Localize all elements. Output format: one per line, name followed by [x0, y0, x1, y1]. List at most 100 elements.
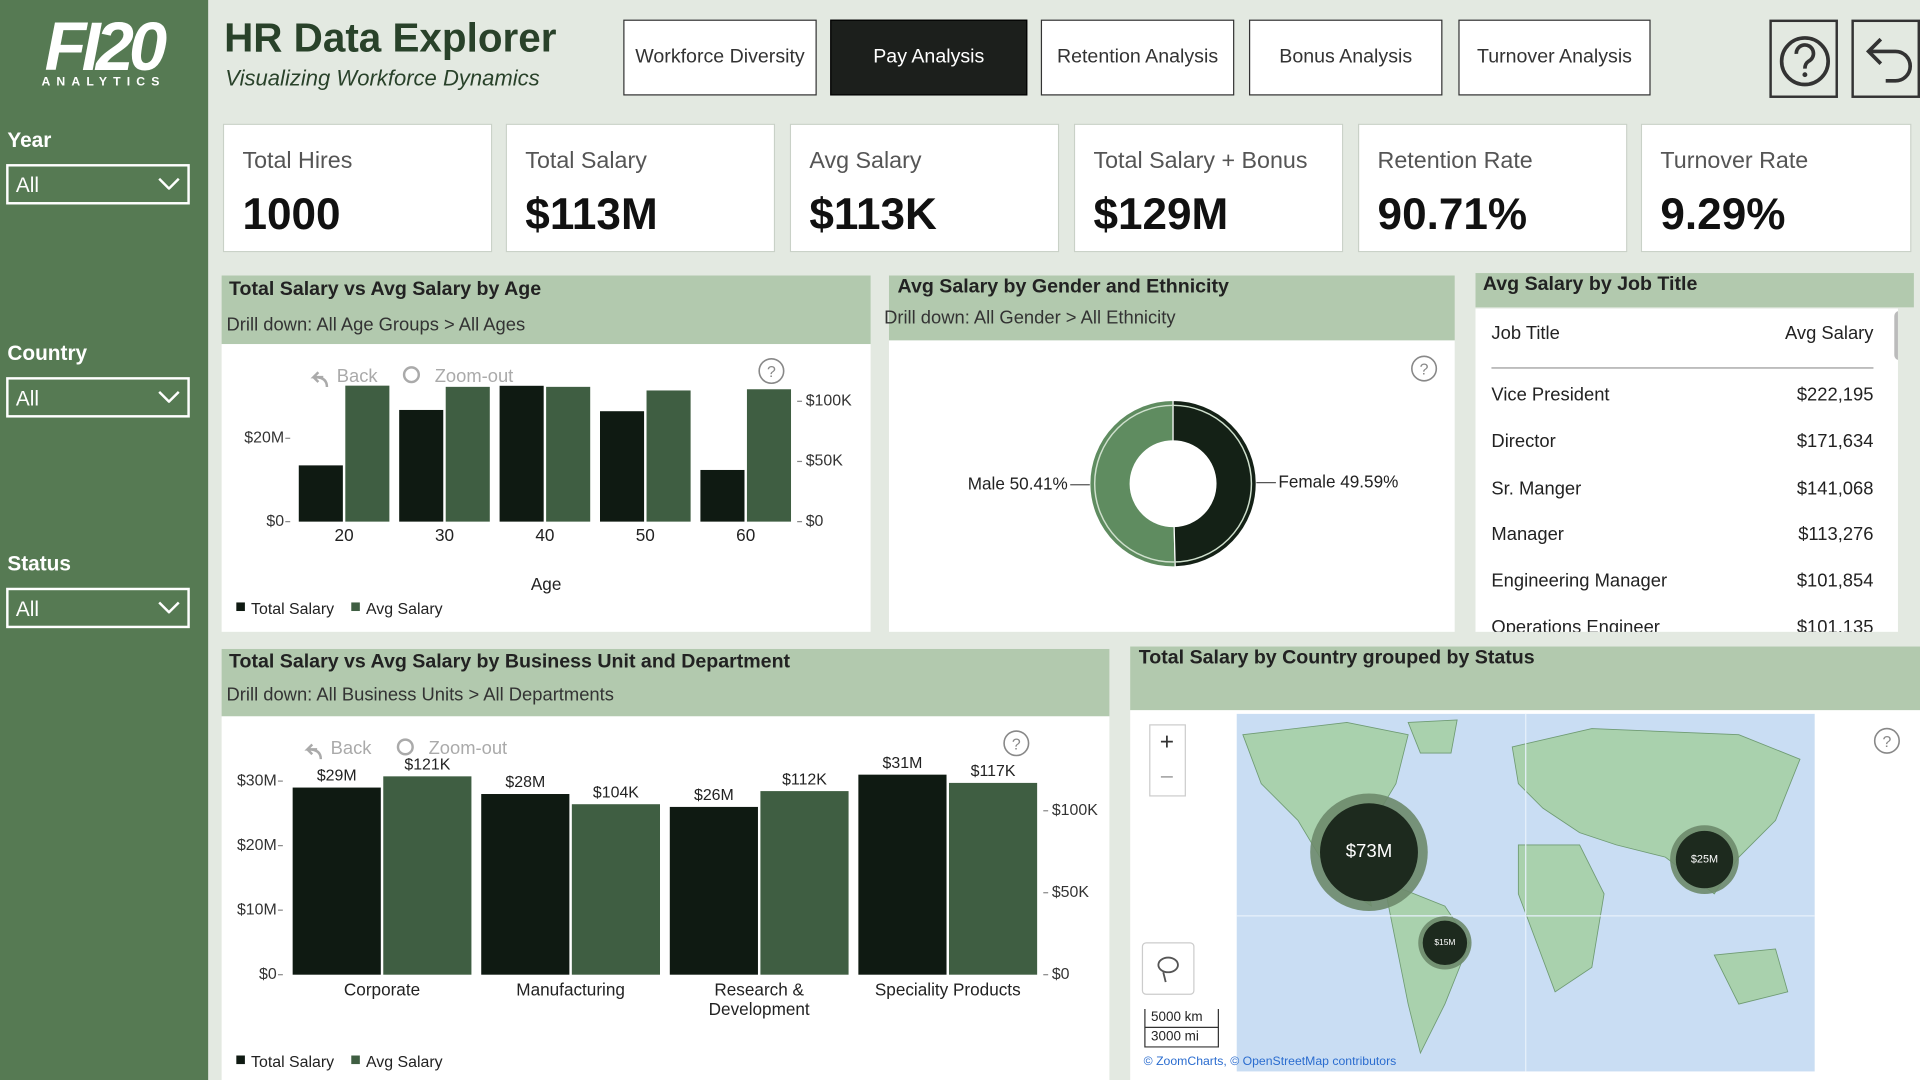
help-icons [758, 355, 1900, 757]
nav-button[interactable]: Pay Analysis [830, 19, 1028, 96]
lasso-button[interactable] [1141, 942, 1195, 995]
column-header[interactable]: Avg Salary [1784, 323, 1874, 345]
nav-button[interactable]: Workforce Diversity [623, 19, 817, 96]
page-subtitle: Visualizing Workforce Dynamics [225, 66, 540, 91]
map-scale [1144, 1008, 1219, 1048]
bubble [1320, 803, 1418, 902]
bar [298, 465, 343, 522]
cell: Engineering Manager [1491, 570, 1668, 592]
zoom-out-icon: − [1160, 764, 1174, 791]
help-button[interactable] [1769, 19, 1838, 98]
kpi-label: Total Salary [525, 148, 647, 174]
bar [481, 794, 570, 975]
y-tick-label: $10M [237, 901, 277, 918]
panel-title: Avg Salary by Gender and Ethnicity [897, 276, 1229, 298]
data-label: $31M [883, 755, 923, 772]
y2-tick-label: $50K [1052, 884, 1090, 901]
kpi-value: $129M [1093, 188, 1229, 239]
x-tick-label: 40 [535, 525, 554, 545]
slice-value: 50.41% [1010, 473, 1068, 493]
filter-dropdown[interactable]: All [6, 377, 190, 418]
toolbar-button: Zoom-out [429, 737, 508, 758]
kpi-value: 9.29% [1660, 188, 1786, 239]
bar [571, 804, 660, 975]
data-label: $104K [593, 784, 639, 801]
bar [948, 782, 1038, 975]
lasso-icon [1157, 956, 1179, 974]
table-row: Manager $113,276 [1491, 524, 1873, 545]
bar [345, 385, 390, 522]
nav-button[interactable]: Turnover Analysis [1458, 19, 1651, 96]
x-tick-label: 30 [435, 525, 454, 545]
donut-slice [1172, 399, 1257, 568]
map-attribution[interactable]: © ZoomCharts, © OpenStreetMap contributo… [1144, 1054, 1397, 1068]
data-label: $29M [317, 768, 357, 785]
slice-name: Male [968, 473, 1005, 493]
drill-path: Drill down: All Business Units > All Dep… [226, 684, 614, 706]
filter-dropdown[interactable]: All [6, 164, 190, 205]
panel-title: Total Salary vs Avg Salary by Business U… [228, 651, 791, 673]
bar [399, 409, 444, 522]
logo-sub: ANALYTICS [41, 75, 166, 90]
x-tick-label: Research & Development [708, 979, 810, 1019]
chevron [158, 601, 180, 614]
cell: Manager [1491, 524, 1564, 545]
cell: $113,276 [1798, 524, 1874, 545]
bar [669, 806, 758, 975]
drill-path: Drill down: All Age Groups > All Ages [226, 314, 526, 336]
filter-dropdown[interactable]: All [6, 587, 190, 629]
back-button[interactable] [1851, 19, 1920, 98]
y2-tick-label: $50K [806, 453, 844, 470]
legend-swatch [351, 602, 360, 612]
scale-label: 5000 km [1151, 1009, 1203, 1024]
legend-label: Avg Salary [366, 1054, 443, 1071]
bar [546, 386, 591, 522]
x-tick-label: 60 [736, 525, 755, 545]
bar [760, 791, 849, 975]
filter-value: All [15, 597, 40, 621]
panel-header [221, 275, 871, 345]
filter-label: Country [7, 341, 88, 365]
x-tick-label: 50 [636, 525, 655, 545]
zoom-control[interactable] [1149, 724, 1186, 797]
data-label: $121K [404, 757, 450, 774]
lasso-icon [1162, 972, 1167, 983]
bubble [1675, 830, 1734, 889]
bar [700, 469, 745, 522]
y2-tick-label: $100K [1052, 802, 1098, 819]
kpi-card: Retention Rate 90.71% [1357, 123, 1628, 253]
toolbar-button: Back [331, 737, 373, 758]
back-icon [1865, 37, 1912, 83]
cell: $101,135 [1796, 617, 1874, 632]
kpi-label: Retention Rate [1377, 148, 1533, 174]
table-row: Engineering Manager $101,854 [1491, 571, 1873, 592]
back-icon [310, 371, 329, 388]
y2-tick-label: $100K [806, 392, 852, 409]
bubble-label: $15M [1434, 937, 1455, 947]
nav-button[interactable]: Retention Analysis [1040, 19, 1235, 96]
bar [646, 390, 691, 522]
y-tick-label: $20M [237, 837, 277, 854]
table-row: Vice President $222,195 [1491, 384, 1873, 405]
bar [383, 776, 472, 975]
scrollbar[interactable] [1894, 311, 1898, 360]
table-row: Operations Engineer $101,135 [1491, 617, 1873, 632]
kpi-label: Total Salary + Bonus [1093, 148, 1308, 174]
nav-button[interactable]: Bonus Analysis [1248, 19, 1443, 96]
logo: FI20 ANALYTICS [27, 9, 180, 90]
legend-label: Total Salary [251, 1054, 334, 1071]
x-tick-label: Corporate [343, 979, 421, 1000]
bubble-label: $73M [1346, 840, 1393, 861]
bar [746, 389, 792, 522]
cell: $171,634 [1796, 431, 1874, 452]
bar [445, 386, 490, 522]
panel-header [1130, 646, 1920, 711]
donut-ring [1093, 404, 1253, 563]
panel-header [221, 648, 1110, 717]
toolbar-button: Zoom-out [435, 365, 514, 386]
legend-swatch [351, 1055, 360, 1065]
svg-text:?: ? [1012, 736, 1021, 753]
